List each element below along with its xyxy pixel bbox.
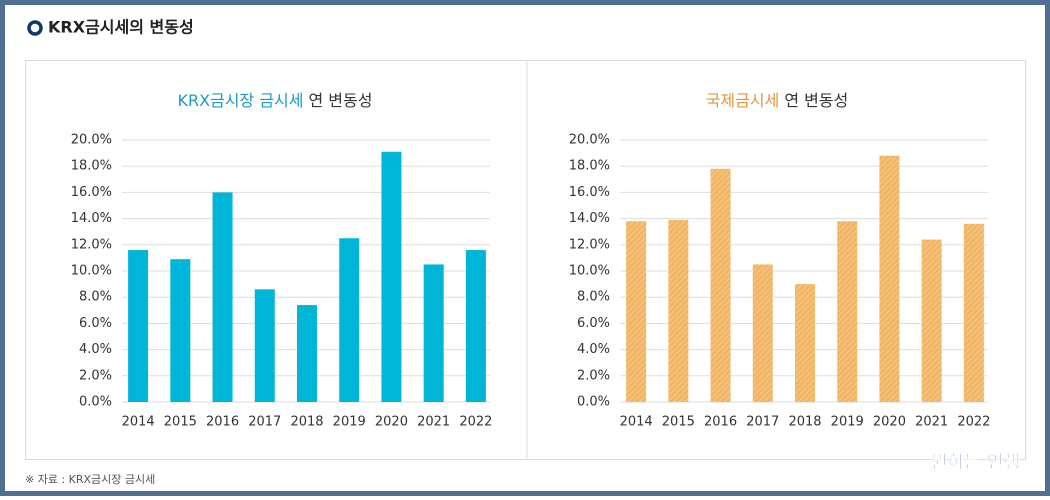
panel [25, 60, 1026, 460]
bar [879, 155, 900, 402]
y-tick-label: 10.0% [71, 264, 112, 279]
bar [212, 192, 233, 402]
bar [423, 264, 444, 402]
bar [710, 168, 731, 402]
title-part: KRX금시장 금시세 [178, 91, 304, 110]
y-tick-label: 18.0% [71, 159, 112, 174]
y-tick-label: 4.0% [79, 342, 112, 357]
x-tick-label: 2022 [459, 415, 492, 430]
bar [254, 289, 275, 402]
x-tick-label: 2019 [831, 415, 864, 430]
y-tick-label: 12.0% [71, 237, 112, 252]
x-tick-label: 2017 [248, 415, 281, 430]
chart-title: 국제금시세 연 변동성 [706, 91, 849, 110]
x-tick-label: 2015 [164, 415, 197, 430]
x-tick-label: 2017 [746, 415, 779, 430]
y-tick-label: 0.0% [577, 395, 610, 410]
y-tick-label: 18.0% [569, 159, 610, 174]
y-tick-label: 8.0% [577, 290, 610, 305]
source-note: ※ 자료 : KRX금시장 금시세 [25, 473, 155, 486]
header-title: KRX금시세의 변동성 [48, 18, 194, 37]
y-tick-label: 0.0% [79, 395, 112, 410]
bar [921, 239, 942, 402]
bar [170, 259, 191, 402]
bar [668, 219, 689, 402]
bar [339, 238, 360, 402]
title-part: 연 변동성 [784, 91, 848, 110]
y-tick-label: 14.0% [569, 211, 610, 226]
x-tick-label: 2020 [375, 415, 408, 430]
x-tick-label: 2016 [206, 415, 239, 430]
y-tick-label: 6.0% [79, 316, 112, 331]
y-tick-label: 4.0% [577, 342, 610, 357]
bar [381, 151, 402, 402]
chart-title: KRX금시장 금시세 연 변동성 [178, 91, 373, 110]
bar [963, 223, 984, 402]
x-tick-label: 2016 [704, 415, 737, 430]
x-tick-label: 2018 [788, 415, 821, 430]
x-tick-label: 2014 [620, 415, 653, 430]
bar [465, 250, 486, 402]
y-tick-label: 16.0% [71, 185, 112, 200]
title-part: 연 변동성 [309, 91, 373, 110]
y-tick-label: 20.0% [71, 133, 112, 148]
watermark: 원하는 인생 [931, 452, 1020, 473]
x-tick-label: 2021 [417, 415, 450, 430]
x-tick-label: 2015 [662, 415, 695, 430]
x-tick-label: 2021 [915, 415, 948, 430]
y-tick-label: 12.0% [569, 237, 610, 252]
y-tick-label: 16.0% [569, 185, 610, 200]
header-icon [27, 20, 43, 36]
y-tick-label: 2.0% [79, 368, 112, 383]
bar [837, 221, 858, 402]
bar [752, 264, 773, 402]
bar [128, 250, 149, 402]
bar [297, 305, 317, 402]
x-tick-label: 2014 [122, 415, 155, 430]
y-tick-label: 6.0% [577, 316, 610, 331]
x-tick-label: 2018 [290, 415, 323, 430]
y-tick-label: 10.0% [569, 264, 610, 279]
y-tick-label: 14.0% [71, 211, 112, 226]
x-tick-label: 2020 [873, 415, 906, 430]
bar [795, 284, 815, 402]
y-tick-label: 2.0% [577, 368, 610, 383]
y-tick-label: 8.0% [79, 290, 112, 305]
title-part: 국제금시세 [706, 91, 780, 110]
y-tick-label: 20.0% [569, 133, 610, 148]
x-tick-label: 2022 [957, 415, 990, 430]
x-tick-label: 2019 [333, 415, 366, 430]
bar [626, 221, 647, 402]
